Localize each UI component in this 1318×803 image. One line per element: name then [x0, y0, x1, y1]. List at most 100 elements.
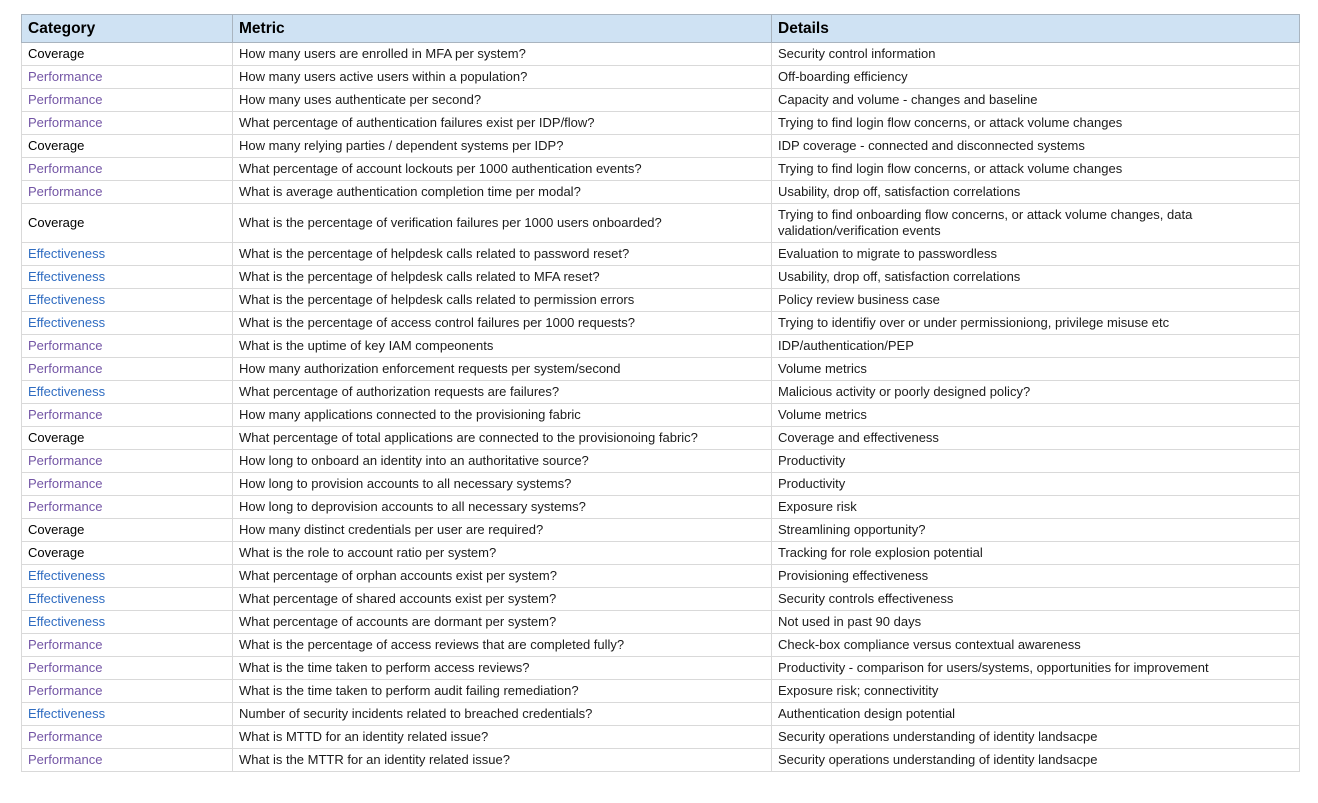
- cell-details[interactable]: Not used in past 90 days: [771, 610, 1300, 634]
- cell-details[interactable]: Policy review business case: [771, 288, 1300, 312]
- cell-details[interactable]: Security controls effectiveness: [771, 587, 1300, 611]
- cell-category[interactable]: Coverage: [21, 518, 233, 542]
- cell-category[interactable]: Performance: [21, 357, 233, 381]
- cell-metric[interactable]: What is the percentage of verification f…: [232, 203, 772, 243]
- cell-metric[interactable]: What is the percentage of helpdesk calls…: [232, 242, 772, 266]
- cell-metric[interactable]: How long to onboard an identity into an …: [232, 449, 772, 473]
- table-row: Effectiveness What is the percentage of h…: [21, 242, 1300, 266]
- cell-metric[interactable]: Number of security incidents related to …: [232, 702, 772, 726]
- cell-metric[interactable]: What is the MTTR for an identity related…: [232, 748, 772, 772]
- cell-details[interactable]: Volume metrics: [771, 403, 1300, 427]
- cell-details[interactable]: IDP/authentication/PEP: [771, 334, 1300, 358]
- cell-details[interactable]: Trying to find login flow concerns, or a…: [771, 111, 1300, 135]
- cell-category[interactable]: Coverage: [21, 426, 233, 450]
- cell-category[interactable]: Performance: [21, 679, 233, 703]
- cell-metric[interactable]: What is the percentage of helpdesk calls…: [232, 288, 772, 312]
- cell-metric[interactable]: What is MTTD for an identity related iss…: [232, 725, 772, 749]
- cell-category[interactable]: Coverage: [21, 134, 233, 158]
- cell-metric[interactable]: What is the time taken to perform audit …: [232, 679, 772, 703]
- column-header-details[interactable]: Details: [771, 14, 1300, 43]
- cell-details[interactable]: Volume metrics: [771, 357, 1300, 381]
- cell-metric[interactable]: What is average authentication completio…: [232, 180, 772, 204]
- cell-category[interactable]: Performance: [21, 88, 233, 112]
- cell-category[interactable]: Effectiveness: [21, 587, 233, 611]
- cell-category[interactable]: Coverage: [21, 42, 233, 66]
- cell-metric[interactable]: How many users active users within a pop…: [232, 65, 772, 89]
- cell-details[interactable]: Exposure risk: [771, 495, 1300, 519]
- iam-metrics-table: Category Metric Details Coverage How many…: [21, 14, 1300, 772]
- cell-metric[interactable]: How many authorization enforcement reque…: [232, 357, 772, 381]
- cell-category[interactable]: Effectiveness: [21, 265, 233, 289]
- cell-details[interactable]: Capacity and volume - changes and baseli…: [771, 88, 1300, 112]
- cell-category[interactable]: Performance: [21, 111, 233, 135]
- cell-details[interactable]: Trying to find onboarding flow concerns,…: [771, 203, 1300, 243]
- cell-category[interactable]: Effectiveness: [21, 702, 233, 726]
- cell-metric[interactable]: What is the percentage of helpdesk calls…: [232, 265, 772, 289]
- cell-details[interactable]: Security control information: [771, 42, 1300, 66]
- table-row: Performance How many users active users w…: [21, 65, 1300, 89]
- cell-category[interactable]: Performance: [21, 656, 233, 680]
- cell-details[interactable]: Authentication design potential: [771, 702, 1300, 726]
- cell-metric[interactable]: What percentage of authentication failur…: [232, 111, 772, 135]
- cell-category[interactable]: Effectiveness: [21, 380, 233, 404]
- cell-category[interactable]: Effectiveness: [21, 564, 233, 588]
- cell-metric[interactable]: What percentage of shared accounts exist…: [232, 587, 772, 611]
- cell-details[interactable]: Streamlining opportunity?: [771, 518, 1300, 542]
- cell-details[interactable]: Check-box compliance versus contextual a…: [771, 633, 1300, 657]
- cell-details[interactable]: Security operations understanding of ide…: [771, 725, 1300, 749]
- cell-details[interactable]: Productivity - comparison for users/syst…: [771, 656, 1300, 680]
- cell-metric[interactable]: What is the percentage of access reviews…: [232, 633, 772, 657]
- cell-details[interactable]: Coverage and effectiveness: [771, 426, 1300, 450]
- cell-details[interactable]: Usability, drop off, satisfaction correl…: [771, 265, 1300, 289]
- cell-metric[interactable]: How many uses authenticate per second?: [232, 88, 772, 112]
- cell-category[interactable]: Effectiveness: [21, 610, 233, 634]
- cell-metric[interactable]: How many users are enrolled in MFA per s…: [232, 42, 772, 66]
- cell-details[interactable]: Trying to find login flow concerns, or a…: [771, 157, 1300, 181]
- cell-category[interactable]: Performance: [21, 472, 233, 496]
- table-row: Coverage How many distinct credentials pe…: [21, 518, 1300, 542]
- cell-category[interactable]: Performance: [21, 403, 233, 427]
- cell-metric[interactable]: What is the role to account ratio per sy…: [232, 541, 772, 565]
- cell-category[interactable]: Performance: [21, 748, 233, 772]
- column-header-category[interactable]: Category: [21, 14, 233, 43]
- cell-category[interactable]: Coverage: [21, 203, 233, 243]
- cell-metric[interactable]: What is the time taken to perform access…: [232, 656, 772, 680]
- cell-metric[interactable]: How many distinct credentials per user a…: [232, 518, 772, 542]
- cell-details[interactable]: Exposure risk; connectivitity: [771, 679, 1300, 703]
- cell-category[interactable]: Coverage: [21, 541, 233, 565]
- column-header-metric[interactable]: Metric: [232, 14, 772, 43]
- cell-details[interactable]: Tracking for role explosion potential: [771, 541, 1300, 565]
- cell-details[interactable]: Productivity: [771, 472, 1300, 496]
- cell-category[interactable]: Effectiveness: [21, 311, 233, 335]
- cell-metric[interactable]: How many applications connected to the p…: [232, 403, 772, 427]
- cell-details[interactable]: Evaluation to migrate to passwordless: [771, 242, 1300, 266]
- cell-category[interactable]: Performance: [21, 334, 233, 358]
- cell-details[interactable]: Security operations understanding of ide…: [771, 748, 1300, 772]
- cell-metric[interactable]: What percentage of accounts are dormant …: [232, 610, 772, 634]
- cell-details[interactable]: Malicious activity or poorly designed po…: [771, 380, 1300, 404]
- cell-metric[interactable]: How many relying parties / dependent sys…: [232, 134, 772, 158]
- cell-metric[interactable]: What percentage of total applications ar…: [232, 426, 772, 450]
- cell-category[interactable]: Effectiveness: [21, 242, 233, 266]
- cell-category[interactable]: Performance: [21, 180, 233, 204]
- cell-details[interactable]: Trying to identifiy over or under permis…: [771, 311, 1300, 335]
- cell-category[interactable]: Performance: [21, 157, 233, 181]
- cell-details[interactable]: Off-boarding efficiency: [771, 65, 1300, 89]
- cell-category[interactable]: Performance: [21, 449, 233, 473]
- cell-metric[interactable]: What percentage of authorization request…: [232, 380, 772, 404]
- cell-metric[interactable]: What is the uptime of key IAM compeonent…: [232, 334, 772, 358]
- cell-category[interactable]: Performance: [21, 65, 233, 89]
- cell-metric[interactable]: How long to deprovision accounts to all …: [232, 495, 772, 519]
- cell-category[interactable]: Performance: [21, 725, 233, 749]
- cell-details[interactable]: IDP coverage - connected and disconnecte…: [771, 134, 1300, 158]
- cell-details[interactable]: Productivity: [771, 449, 1300, 473]
- cell-category[interactable]: Performance: [21, 495, 233, 519]
- cell-metric[interactable]: How long to provision accounts to all ne…: [232, 472, 772, 496]
- cell-details[interactable]: Usability, drop off, satisfaction correl…: [771, 180, 1300, 204]
- cell-metric[interactable]: What percentage of account lockouts per …: [232, 157, 772, 181]
- cell-metric[interactable]: What percentage of orphan accounts exist…: [232, 564, 772, 588]
- cell-category[interactable]: Performance: [21, 633, 233, 657]
- cell-category[interactable]: Effectiveness: [21, 288, 233, 312]
- cell-metric[interactable]: What is the percentage of access control…: [232, 311, 772, 335]
- cell-details[interactable]: Provisioning effectiveness: [771, 564, 1300, 588]
